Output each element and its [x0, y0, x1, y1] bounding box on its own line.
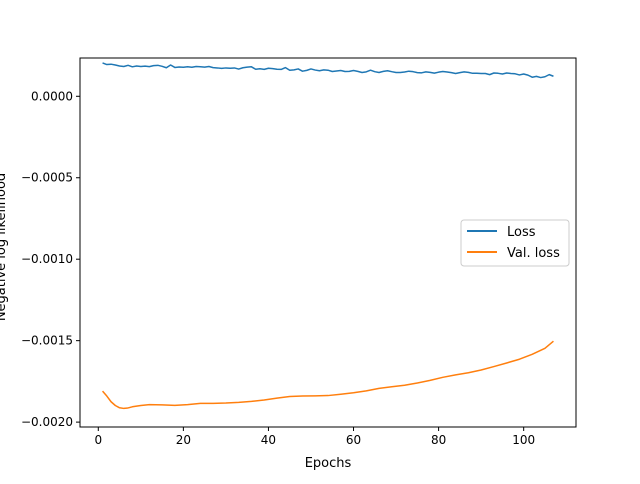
x-tick-label: 100	[512, 433, 535, 447]
legend-label-val-loss: Val. loss	[507, 246, 560, 261]
y-tick-label: −0.0015	[21, 334, 73, 348]
x-tick-label: 0	[94, 433, 102, 447]
y-tick-label: −0.0020	[21, 415, 73, 429]
y-tick-label: −0.0005	[21, 171, 73, 185]
x-tick-label: 60	[346, 433, 361, 447]
y-tick-label: −0.0010	[21, 252, 73, 266]
series-line-loss	[102, 62, 554, 79]
series-line-val-loss	[101, 340, 554, 410]
x-tick-label: 80	[431, 433, 446, 447]
x-axis-label: Epochs	[305, 456, 352, 471]
series-layer	[101, 62, 554, 410]
x-axis-ticks: 0 20 40 60 80 100	[94, 427, 535, 447]
legend-label-loss: Loss	[507, 225, 536, 240]
x-tick-label: 40	[261, 433, 276, 447]
y-axis-ticks: 0.0000 −0.0005 −0.0010 −0.0015 −0.0020	[21, 89, 80, 429]
y-tick-label: 0.0000	[31, 89, 73, 103]
legend: Loss Val. loss	[460, 219, 570, 267]
y-axis-label: Negative log likelihood	[0, 173, 9, 321]
plot-area-frame	[79, 57, 577, 428]
x-tick-label: 20	[176, 433, 191, 447]
